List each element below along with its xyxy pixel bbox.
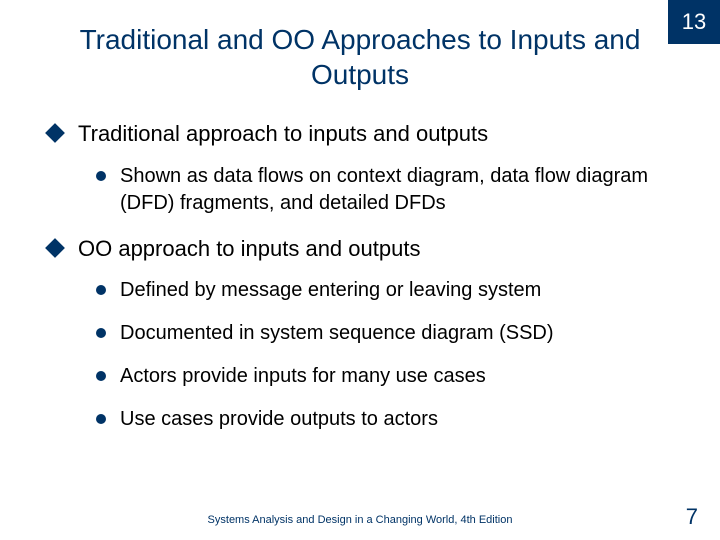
- chapter-badge: 13: [668, 0, 720, 44]
- sub-bullet-text: Defined by message entering or leaving s…: [120, 277, 541, 304]
- bullet-text: Traditional approach to inputs and outpu…: [78, 120, 488, 149]
- page-number: 7: [686, 504, 698, 530]
- dot-icon: [96, 285, 106, 295]
- footer-text: Systems Analysis and Design in a Changin…: [0, 514, 720, 526]
- diamond-icon: [45, 123, 65, 143]
- bullet-level2: Defined by message entering or leaving s…: [96, 277, 672, 304]
- slide-title: Traditional and OO Approaches to Inputs …: [0, 0, 720, 92]
- bullet-level2: Use cases provide outputs to actors: [96, 406, 672, 433]
- diamond-icon: [45, 238, 65, 258]
- dot-icon: [96, 328, 106, 338]
- sub-bullet-group: Defined by message entering or leaving s…: [48, 277, 672, 433]
- bullet-level2: Documented in system sequence diagram (S…: [96, 320, 672, 347]
- sub-bullet-text: Actors provide inputs for many use cases: [120, 363, 486, 390]
- bullet-level1: OO approach to inputs and outputs: [48, 235, 672, 264]
- sub-bullet-text: Shown as data flows on context diagram, …: [120, 163, 672, 217]
- sub-bullet-text: Documented in system sequence diagram (S…: [120, 320, 554, 347]
- bullet-level2: Actors provide inputs for many use cases: [96, 363, 672, 390]
- dot-icon: [96, 414, 106, 424]
- bullet-text: OO approach to inputs and outputs: [78, 235, 420, 264]
- slide-content: Traditional approach to inputs and outpu…: [0, 92, 720, 433]
- sub-bullet-group: Shown as data flows on context diagram, …: [48, 163, 672, 217]
- bullet-level1: Traditional approach to inputs and outpu…: [48, 120, 672, 149]
- bullet-level2: Shown as data flows on context diagram, …: [96, 163, 672, 217]
- sub-bullet-text: Use cases provide outputs to actors: [120, 406, 438, 433]
- dot-icon: [96, 371, 106, 381]
- dot-icon: [96, 171, 106, 181]
